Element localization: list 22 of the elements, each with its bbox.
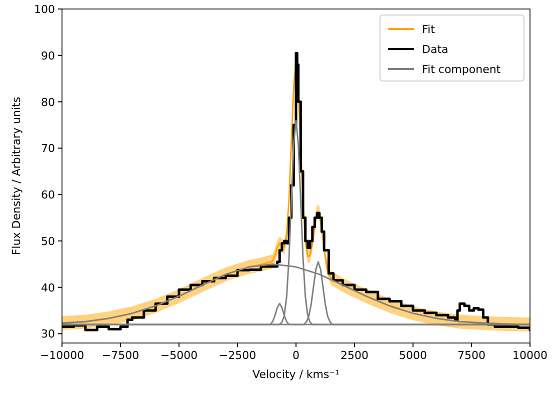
legend-label: Data — [422, 43, 448, 56]
y-tick-label: 80 — [41, 96, 55, 109]
x-tick-label: 5000 — [399, 349, 427, 362]
x-tick-label: −7500 — [102, 349, 140, 362]
x-tick-label: 10000 — [512, 349, 548, 362]
x-axis-title: Velocity / kms⁻¹ — [252, 368, 340, 381]
legend-label: Fit component — [422, 63, 502, 76]
x-tick-label: 2500 — [340, 349, 368, 362]
y-tick-label: 70 — [41, 142, 55, 156]
y-tick-label: 60 — [41, 188, 55, 202]
y-tick-label: 90 — [41, 49, 55, 62]
x-tick-label: −10000 — [40, 349, 84, 362]
y-tick-label: 100 — [34, 3, 55, 16]
x-tick-label: 0 — [292, 349, 300, 362]
y-axis-title: Flux Density / Arbitrary units — [10, 96, 23, 256]
y-tick-label: 30 — [41, 328, 55, 341]
x-tick-label: 7500 — [458, 349, 486, 362]
x-tick-label: −2500 — [218, 349, 256, 362]
y-tick-label: 50 — [41, 234, 55, 248]
y-tick-label: 40 — [41, 281, 55, 294]
legend-label: Fit — [422, 23, 436, 36]
x-tick-label: −5000 — [160, 349, 198, 362]
